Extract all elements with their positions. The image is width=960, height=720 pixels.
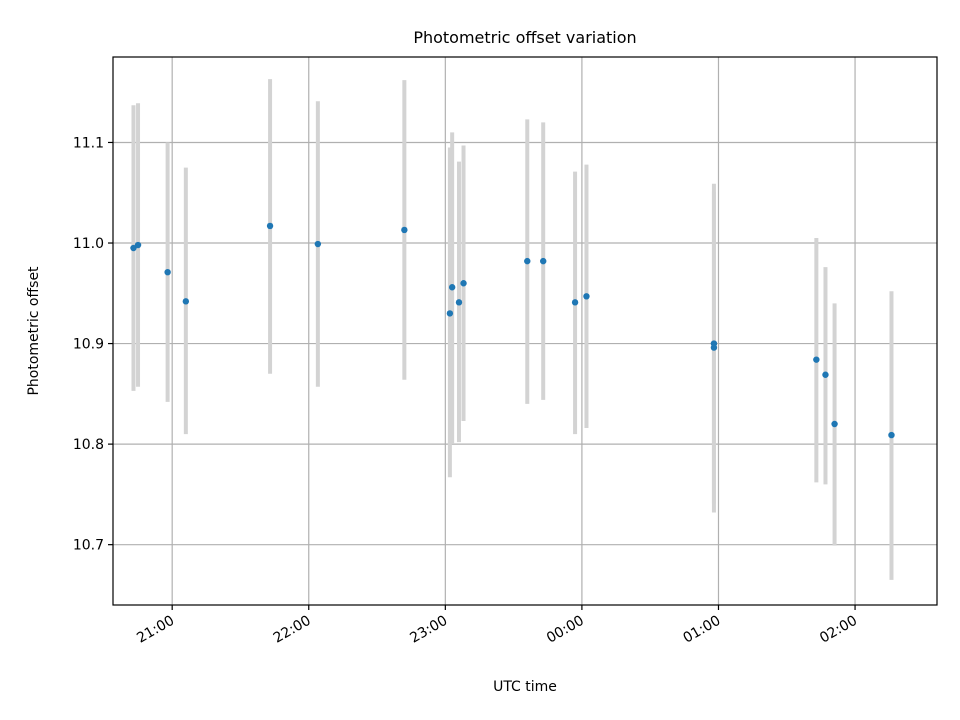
data-point bbox=[130, 244, 137, 252]
data-point bbox=[888, 431, 895, 439]
y-tick-label: 11.1 bbox=[73, 135, 104, 151]
data-point bbox=[164, 268, 171, 276]
data-point bbox=[446, 310, 454, 317]
x-axis-label: UTC time bbox=[493, 679, 557, 695]
data-point bbox=[266, 222, 274, 230]
data-point bbox=[314, 240, 322, 248]
data-point bbox=[583, 293, 590, 300]
data-point bbox=[455, 299, 463, 306]
data-point bbox=[134, 241, 142, 249]
data-point bbox=[710, 340, 718, 347]
y-tick-label: 10.7 bbox=[73, 538, 104, 554]
y-axis-label: Photometric offset bbox=[26, 266, 42, 396]
data-point bbox=[182, 298, 190, 305]
y-tick-label: 10.8 bbox=[73, 437, 104, 453]
plot-frame bbox=[112, 56, 938, 606]
data-point bbox=[540, 257, 547, 265]
grid-layer bbox=[113, 57, 937, 605]
data-point bbox=[460, 280, 467, 287]
point-layer bbox=[130, 222, 895, 439]
data-point bbox=[524, 257, 531, 265]
data-point bbox=[813, 356, 820, 363]
data-point bbox=[401, 226, 408, 234]
y-tick-label: 11.0 bbox=[73, 236, 104, 252]
data-point bbox=[822, 371, 829, 378]
data-point bbox=[448, 284, 456, 291]
data-point bbox=[571, 299, 579, 306]
data-point bbox=[831, 420, 838, 428]
y-tick-label: 10.9 bbox=[73, 337, 104, 353]
chart-title: Photometric offset variation bbox=[413, 28, 636, 47]
